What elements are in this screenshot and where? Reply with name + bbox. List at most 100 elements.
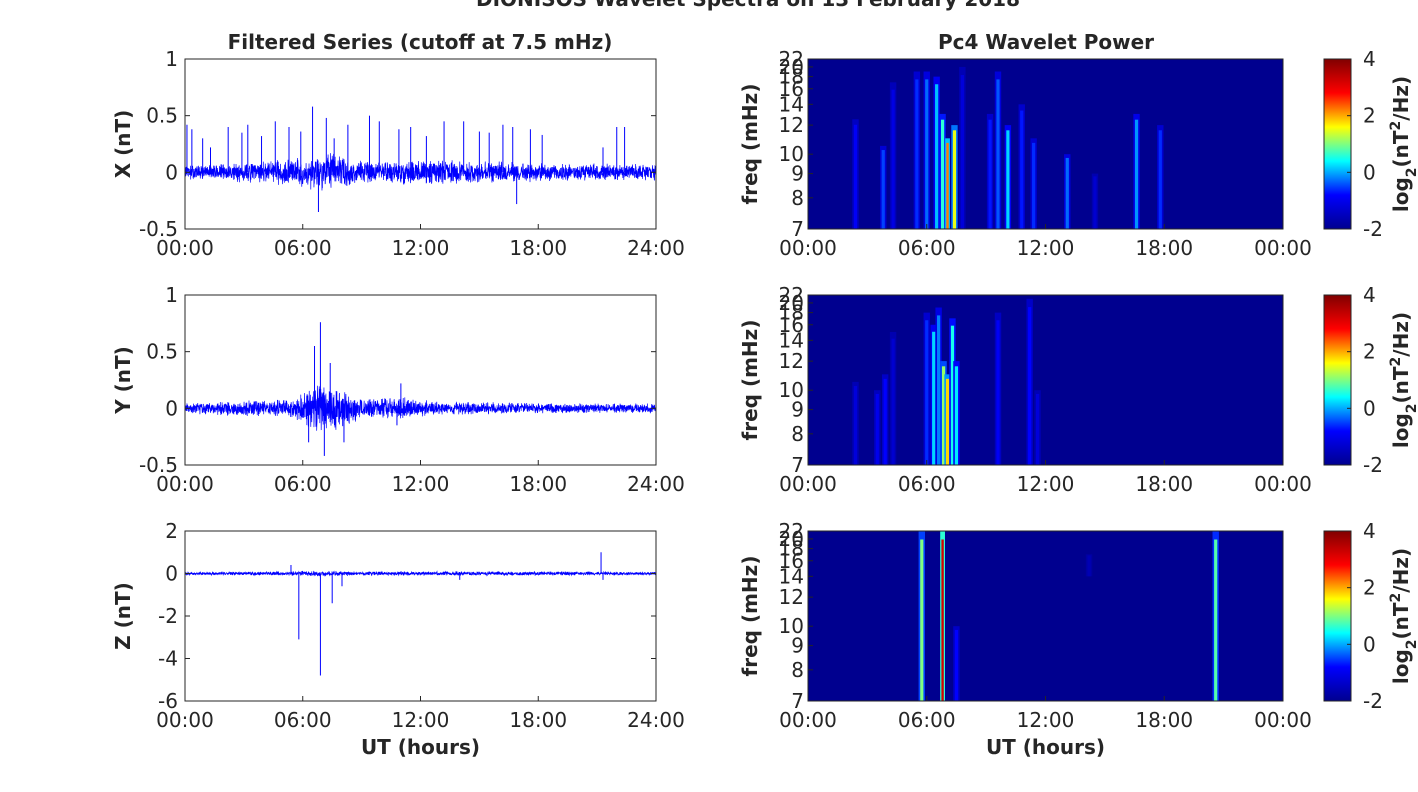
colorbar-tick-label: -2 [1363,453,1383,477]
freq-axis-label: freq (mHz) [738,556,762,677]
freq-tick-label: 18 [779,537,804,561]
wavelet-xtick-label: 00:00 [779,472,837,496]
wavelet-burst [937,315,941,465]
ytick-label: 2 [165,519,178,543]
colorbar-tick-label: 2 [1363,340,1376,364]
colorbar-label: log2(nT2/Hz) [1388,548,1418,684]
wavelet-xtick-label: 00:00 [779,708,837,732]
panel-x-series: -0.5 0 0.5 1 00:00 06:00 12:00 18:00 24:00 X (nT) [111,47,685,260]
series-xtick-label: 18:00 [509,472,567,496]
freq-tick-label: 10 [779,614,804,638]
wavelet-xtick-label: 00:00 [779,236,837,260]
wavelet-xtick-label: 12:00 [1017,708,1075,732]
freq-tick-label: 22 [779,47,804,71]
freq-tick-label: 16 [779,549,804,573]
ytick-label: 0 [165,396,178,420]
plot-background [185,531,656,701]
freq-tick-label: 22 [779,519,804,543]
ytick-label: -4 [158,647,178,671]
wavelet-burst [925,320,929,465]
colorbar-tick-label: 4 [1363,283,1376,307]
wavelet-xtick-label: 12:00 [1017,472,1075,496]
freq-tick-label: 20 [779,527,804,551]
wavelet-burst [1158,130,1162,229]
wavelet-burst [883,378,887,465]
series-xtick-label: 24:00 [627,472,685,496]
freq-tick-label: 9 [791,162,804,186]
freq-tick-label: 20 [779,291,804,315]
series-xtick-label: 00:00 [156,708,214,732]
wavelet-background [808,531,1283,701]
colorbar [1323,294,1352,466]
series-trace [184,153,657,191]
ytick-label: 1 [165,47,178,71]
wavelet-xtick-label: 00:00 [1254,708,1312,732]
wavelet-xtick-label: 06:00 [898,472,956,496]
series-xtick-label: 12:00 [392,472,450,496]
wavelet-burst [950,325,955,465]
ytick-label: -0.5 [139,453,178,477]
colorbar [1323,530,1352,702]
wavelet-burst [853,124,858,229]
freq-tick-label: 9 [791,634,804,658]
wavelet-burst [1028,307,1032,465]
panel-y-series: -0.5 0 0.5 1 00:00 06:00 12:00 18:00 24:00 Y (nT) [111,283,685,496]
wavelet-burst [954,366,959,465]
freq-tick-label: 12 [779,113,804,137]
colorbar-tick-label: 0 [1363,396,1376,420]
series-xtick-label: 06:00 [274,236,332,260]
wavelet-xtick-label: 00:00 [1254,472,1312,496]
freq-tick-label: 10 [779,378,804,402]
wavelet-burst [915,79,919,230]
wavelet-burst [881,150,885,229]
panel-z-series: -6 -4 -2 0 2 00:00 06:00 12:00 18:00 24:00 Z (nT) U… [111,519,685,759]
freq-tick-label: 18 [779,301,804,325]
colorbar-tick-label: -2 [1363,689,1383,713]
series-xtick-label: 18:00 [509,708,567,732]
freq-tick-label: 8 [791,658,804,682]
wavelet-burst [891,89,895,230]
wavelet-burst [920,539,924,701]
series-xtick-label: 12:00 [392,236,450,260]
wavelet-xtick-label: 06:00 [898,708,956,732]
wavelet-burst [1214,539,1218,701]
wavelet-xtick-label: 12:00 [1017,236,1075,260]
colorbar-tick-label: 4 [1363,47,1376,71]
colorbar-label: log2(nT2/Hz) [1388,76,1418,212]
wavelet-burst [925,79,929,230]
wavelet-xtick-label: 18:00 [1135,472,1193,496]
wavelet-burst [1020,110,1024,229]
wavelet-burst [875,393,879,465]
wavelet-burst [891,338,895,465]
freq-tick-label: 14 [779,92,804,116]
wavelet-burst [952,130,957,229]
wavelet-burst [932,331,936,465]
ytick-label: 0.5 [146,340,178,364]
freq-tick-label: 8 [791,422,804,446]
plot-background [185,59,656,229]
freq-tick-label: 7 [791,689,804,713]
wavelet-xtick-label: 18:00 [1135,708,1193,732]
wavelet-burst [935,84,939,230]
colorbar [1323,58,1352,230]
freq-tick-label: 7 [791,217,804,241]
freq-tick-label: 22 [779,283,804,307]
wavelet-burst [1134,119,1139,229]
colorbar-tick-label: 4 [1363,519,1376,543]
ytick-label: -0.5 [139,217,178,241]
series-xtick-label: 24:00 [627,708,685,732]
wavelet-burst [941,539,944,701]
wavelet-burst [954,629,959,701]
series-xtick-label: 06:00 [274,708,332,732]
figure-suptitle: DIONISOS Wavelet Spectra on 13 February … [476,0,1020,11]
left-column-title: Filtered Series (cutoff at 7.5 mHz) [228,30,613,54]
ytick-label: -6 [158,689,178,713]
y-axis-label: Z (nT) [111,582,135,650]
wavelet-burst [945,378,950,465]
freq-tick-label: 7 [791,453,804,477]
series-xtick-label: 18:00 [509,236,567,260]
